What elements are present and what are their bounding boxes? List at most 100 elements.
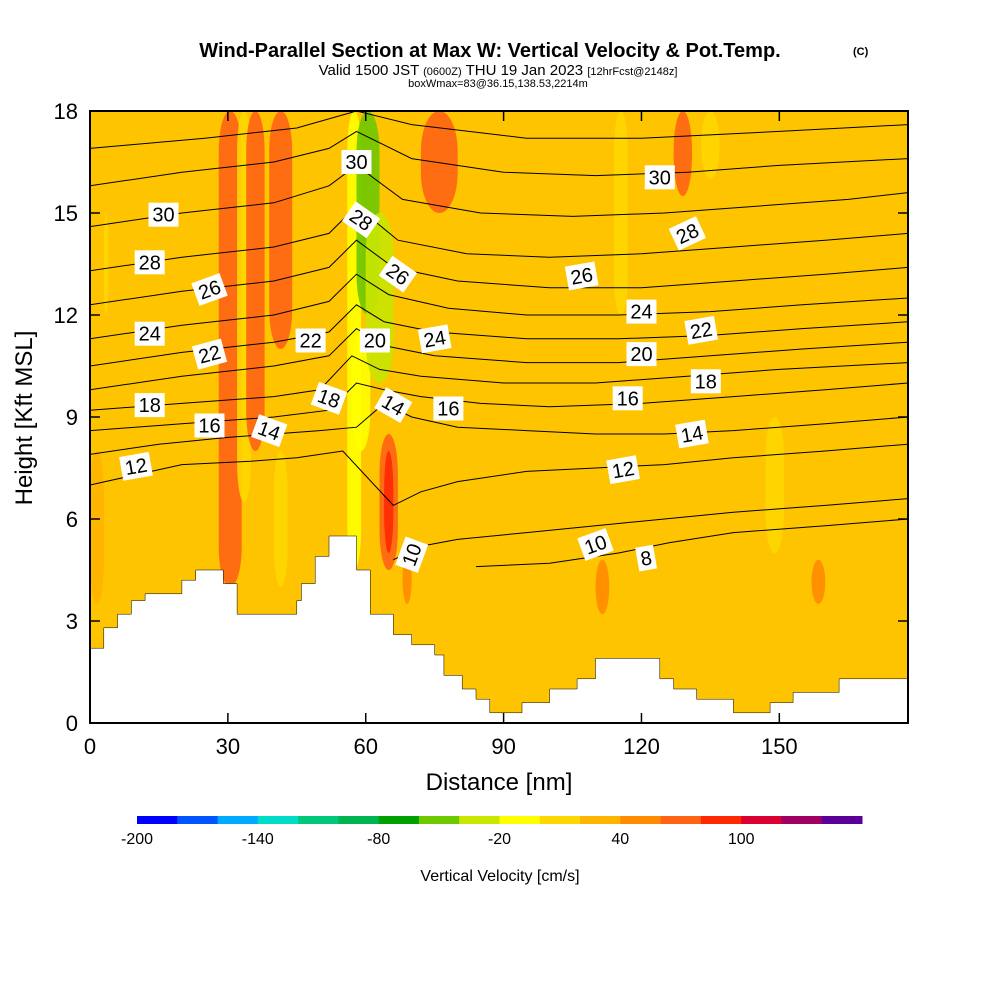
contour-label: 26 bbox=[191, 273, 228, 306]
contour-label: 22 bbox=[191, 338, 228, 370]
isentrope-line bbox=[90, 164, 908, 228]
contour-label-text: 24 bbox=[139, 324, 161, 346]
colorbar-swatch bbox=[580, 816, 621, 824]
velocity-cell bbox=[273, 451, 288, 587]
contour-label-text: 18 bbox=[139, 395, 161, 417]
contour-label-text: 30 bbox=[649, 167, 671, 189]
isentrope-line bbox=[393, 498, 908, 561]
x-tick-label: 60 bbox=[353, 734, 377, 759]
y-tick-label: 9 bbox=[66, 405, 78, 430]
subtitle-zulu: (0600Z) bbox=[423, 66, 462, 78]
contour-label-text: 22 bbox=[299, 331, 321, 353]
contour-label: 24 bbox=[626, 299, 657, 324]
x-tick-label: 0 bbox=[84, 734, 96, 759]
contour-label-text: 24 bbox=[422, 327, 448, 353]
isentrope-line bbox=[90, 402, 908, 455]
contour-label-text: 30 bbox=[345, 152, 367, 174]
terrain-mask bbox=[90, 535, 908, 723]
contour-label: 28 bbox=[134, 250, 165, 275]
velocity-cell bbox=[103, 213, 109, 315]
y-tick-label: 12 bbox=[54, 303, 78, 328]
subtitle-date: THU 19 Jan 2023 bbox=[466, 62, 584, 79]
colorbar-swatch bbox=[459, 816, 500, 824]
x-tick-label: 90 bbox=[491, 734, 515, 759]
contour-label-text: 12 bbox=[610, 458, 636, 484]
velocity-cell bbox=[701, 111, 720, 179]
contour-label-text: 24 bbox=[630, 302, 652, 324]
y-tick-label: 18 bbox=[54, 99, 78, 124]
colorbar-swatch bbox=[338, 816, 380, 824]
contour-label: 24 bbox=[134, 321, 165, 346]
colorbar-swatch bbox=[660, 816, 702, 824]
y-tick-label: 0 bbox=[66, 711, 78, 736]
contour-label: 20 bbox=[626, 342, 657, 367]
contour-label: 30 bbox=[644, 165, 675, 190]
contour-label: 16 bbox=[194, 413, 225, 438]
chart-title: Wind-Parallel Section at Max W: Vertical… bbox=[199, 40, 780, 62]
colorbar-swatch bbox=[217, 816, 259, 824]
isentrope-line bbox=[90, 304, 908, 367]
y-tick-label: 3 bbox=[66, 609, 78, 634]
colorbar-swatch bbox=[378, 816, 420, 824]
colorbar-swatch bbox=[781, 816, 823, 824]
contour-label: 18 bbox=[310, 381, 348, 415]
colorbar-swatch bbox=[177, 816, 219, 824]
contour-label-text: 28 bbox=[139, 252, 161, 274]
velocity-cell bbox=[595, 559, 610, 615]
colorbar-swatch bbox=[298, 816, 339, 824]
contour-label-text: 16 bbox=[617, 388, 639, 410]
subtitle-forecast: [12hrFcst@2148z] bbox=[587, 66, 677, 78]
isentrope-line bbox=[90, 382, 908, 432]
velocity-cell bbox=[269, 111, 293, 349]
velocity-cell bbox=[384, 451, 394, 553]
velocity-cell bbox=[420, 111, 458, 213]
contour-label: 18 bbox=[690, 369, 721, 394]
colorbar-swatch bbox=[821, 816, 863, 824]
chart-subtitle: Valid 1500 JST (0600Z) THU 19 Jan 2023 [… bbox=[319, 62, 678, 79]
contour-label: 12 bbox=[119, 451, 153, 481]
velocity-cell bbox=[613, 111, 628, 315]
contour-label: 22 bbox=[295, 328, 326, 353]
chart-subtitle-2: boxWmax=83@36.15,138.53,2214m bbox=[408, 78, 588, 90]
contour-label: 24 bbox=[417, 324, 452, 354]
contour-label-text: 26 bbox=[569, 264, 595, 290]
contour-label-text: 14 bbox=[679, 422, 705, 448]
colorbar-swatch bbox=[539, 816, 581, 824]
contour-label-text: 20 bbox=[630, 344, 652, 366]
contour-label-text: 16 bbox=[437, 399, 459, 421]
contour-label: 20 bbox=[359, 328, 390, 353]
velocity-cell bbox=[765, 417, 784, 553]
contour-label-text: 16 bbox=[198, 416, 220, 438]
colorbar-tick-label: 100 bbox=[728, 831, 755, 848]
colorbar-tick-label: -80 bbox=[367, 831, 390, 848]
velocity-cell bbox=[218, 111, 242, 587]
contour-label-text: 30 bbox=[152, 205, 174, 227]
contour-label-text: 12 bbox=[123, 455, 149, 481]
isentrope-line bbox=[90, 273, 908, 340]
colorbar-tick-label: 40 bbox=[611, 831, 629, 848]
x-tick-label: 120 bbox=[623, 734, 660, 759]
y-axis-title: Height [Kft MSL] bbox=[11, 331, 38, 506]
velocity-cell bbox=[90, 451, 104, 604]
colorbar-swatch bbox=[499, 816, 541, 824]
contour-label: 30 bbox=[341, 150, 372, 174]
isentrope-line bbox=[90, 327, 908, 391]
contour-label: 14 bbox=[675, 419, 709, 449]
y-tick-label: 15 bbox=[54, 201, 78, 226]
contour-label: 10 bbox=[395, 536, 429, 573]
x-axis-title: Distance [nm] bbox=[426, 769, 573, 796]
colorbar-title: Vertical Velocity [cm/s] bbox=[420, 868, 579, 885]
contour-label: 8 bbox=[635, 544, 658, 572]
isentrope-line bbox=[90, 130, 908, 187]
contour-label: 18 bbox=[134, 393, 165, 418]
contour-label: 26 bbox=[564, 261, 599, 291]
subtitle-valid: Valid 1500 JST bbox=[319, 62, 419, 79]
velocity-cell bbox=[673, 111, 692, 196]
colorbar-swatch bbox=[620, 816, 662, 824]
contour-label: 16 bbox=[433, 396, 464, 421]
contour-label-text: 20 bbox=[364, 331, 386, 353]
colorbar-swatch bbox=[257, 816, 299, 824]
contour-label: 30 bbox=[148, 202, 179, 227]
contour-label-text: 8 bbox=[639, 547, 654, 571]
velocity-cell bbox=[365, 213, 394, 383]
